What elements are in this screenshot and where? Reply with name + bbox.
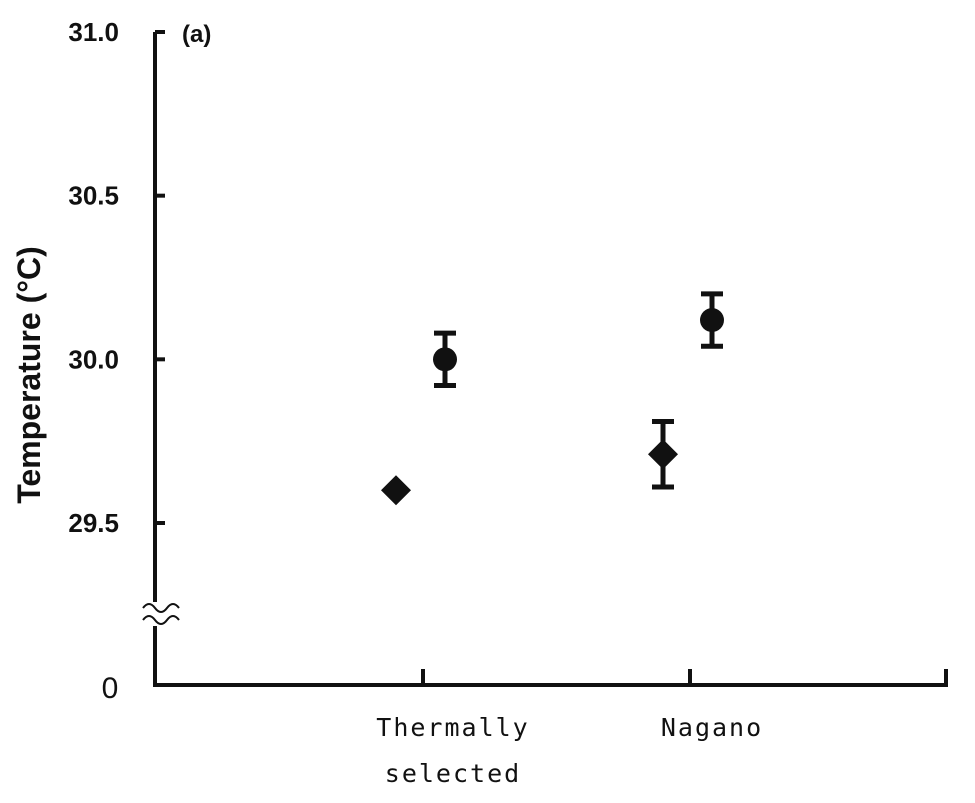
y-origin-label: 0 bbox=[102, 672, 119, 705]
data-point-diamond bbox=[648, 439, 678, 470]
y-tick-label: 30.0 bbox=[68, 344, 119, 374]
axes bbox=[142, 32, 948, 687]
panel-label: (a) bbox=[182, 21, 211, 48]
y-axis-label: Temperature (°C) bbox=[11, 246, 47, 504]
data-point-circle bbox=[433, 347, 457, 372]
category-label: selected bbox=[385, 759, 521, 788]
category-label: Nagano bbox=[661, 713, 763, 742]
category-label: Thermally bbox=[376, 713, 529, 742]
data-marks bbox=[381, 291, 724, 506]
axis-break-mark bbox=[142, 615, 180, 625]
y-tick-label: 31.0 bbox=[68, 17, 119, 47]
data-point-circle bbox=[700, 308, 724, 333]
axis-break-mark bbox=[142, 603, 180, 613]
y-tick-label: 30.5 bbox=[68, 181, 119, 211]
y-ticks: 29.5 30.0 30.5 31.0 0 bbox=[68, 17, 165, 705]
x-categories: Thermally selected Nagano bbox=[376, 713, 763, 788]
data-point-diamond bbox=[381, 475, 411, 506]
y-tick-label: 29.5 bbox=[68, 508, 119, 538]
